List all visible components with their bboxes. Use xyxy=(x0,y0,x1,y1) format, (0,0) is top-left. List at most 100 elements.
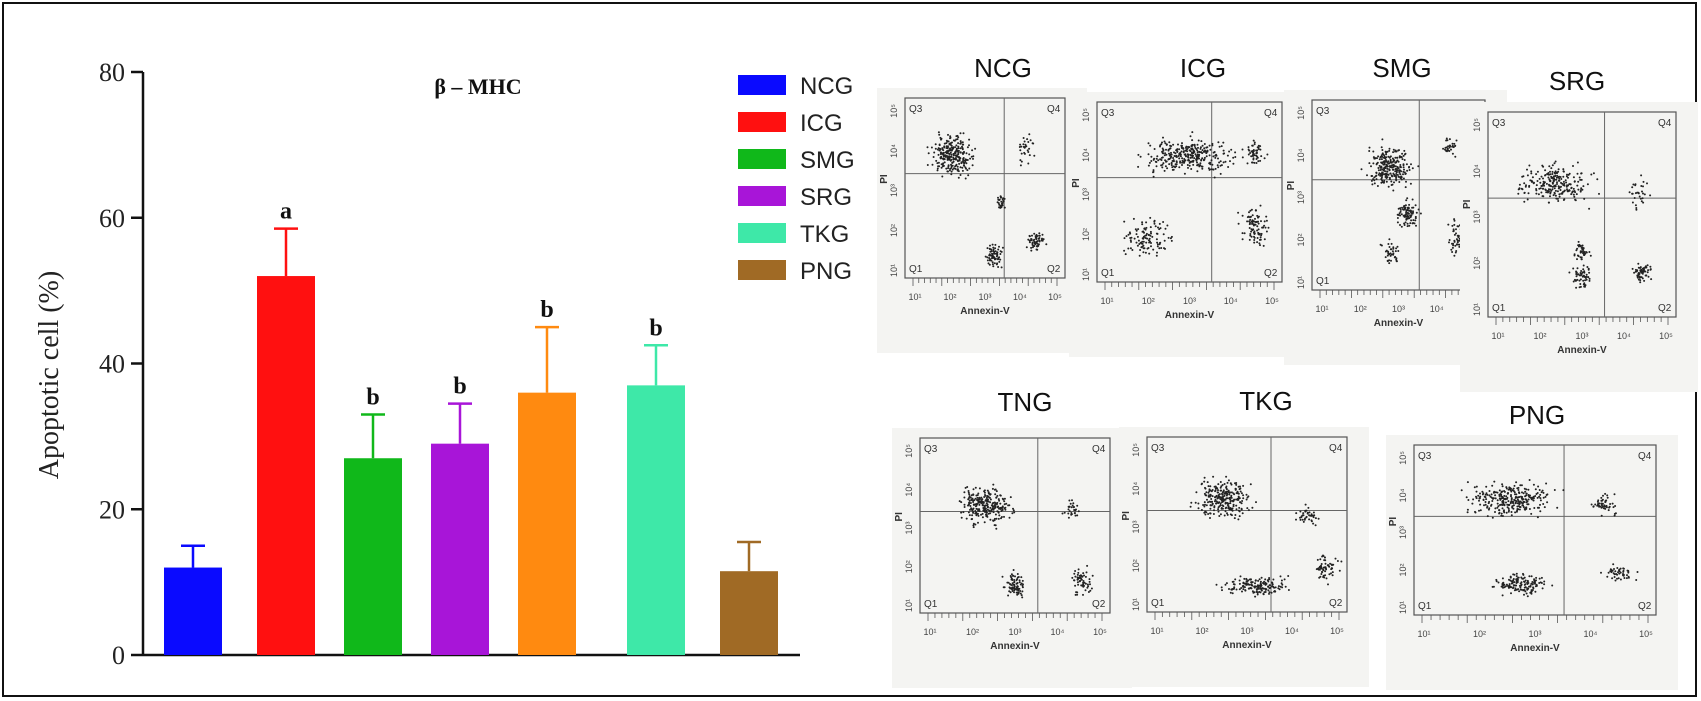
scatter-point xyxy=(1178,148,1181,151)
scatter-point xyxy=(1523,586,1526,589)
scatter-point xyxy=(1509,575,1512,578)
scatter-point xyxy=(1250,581,1253,584)
scatter-point xyxy=(1403,153,1406,156)
scatter-point xyxy=(1148,252,1151,255)
scatter-point xyxy=(1168,163,1171,166)
scatter-point xyxy=(1028,239,1031,242)
scatter-point xyxy=(1388,168,1391,171)
scatter-point xyxy=(1521,502,1524,505)
x-tick-label: 10⁴ xyxy=(1584,629,1598,639)
scatter-point xyxy=(1506,496,1509,499)
scatter-point xyxy=(1556,506,1559,509)
scatter-point xyxy=(1225,486,1228,489)
scatter-point xyxy=(1380,158,1383,161)
scatter-point xyxy=(1493,480,1496,483)
scatter-point xyxy=(1499,493,1502,495)
scatter-point xyxy=(1552,194,1555,197)
scatter-point xyxy=(991,243,994,246)
scatter-point xyxy=(989,493,992,496)
flow-plot-box xyxy=(919,437,1111,614)
scatter-point xyxy=(1260,589,1263,592)
scatter-point xyxy=(1207,513,1210,515)
scatter-point xyxy=(1150,160,1153,162)
scatter-point xyxy=(1198,150,1201,153)
scatter-point xyxy=(1325,577,1328,580)
legend-label: TKG xyxy=(800,221,849,248)
y-tick-label: 10⁵ xyxy=(1131,443,1141,457)
scatter-point xyxy=(1545,191,1548,194)
scatter-point xyxy=(976,496,979,499)
scatter-point xyxy=(1582,185,1585,188)
scatter-point xyxy=(1512,507,1515,510)
scatter-point xyxy=(1636,571,1639,573)
scatter-point xyxy=(1403,222,1406,225)
scatter-point xyxy=(983,496,986,498)
scatter-point xyxy=(1256,149,1259,152)
scatter-point xyxy=(1391,157,1394,160)
scatter-point xyxy=(1644,270,1647,273)
scatter-point xyxy=(1606,496,1609,499)
scatter-point xyxy=(1622,567,1625,570)
y-tick-label: 10⁵ xyxy=(1398,451,1408,465)
scatter-point xyxy=(1258,232,1261,235)
scatter-point xyxy=(1562,180,1565,183)
scatter-point xyxy=(1527,192,1530,195)
scatter-point xyxy=(1074,584,1077,587)
flow-y-axis-title: PI xyxy=(894,512,905,522)
scatter-point xyxy=(1623,577,1626,579)
scatter-point xyxy=(930,146,933,149)
scatter-point xyxy=(1240,587,1243,589)
scatter-point xyxy=(1170,235,1173,238)
scatter-point xyxy=(957,149,960,152)
scatter-point xyxy=(1147,164,1150,167)
scatter-point xyxy=(1557,200,1560,202)
scatter-point xyxy=(1585,251,1588,254)
scatter-point xyxy=(1538,495,1541,498)
flow-panel-title: PNG xyxy=(1509,400,1565,430)
scatter-point xyxy=(1318,568,1321,571)
scatter-point xyxy=(1148,161,1151,164)
scatter-point xyxy=(1502,499,1505,502)
scatter-point xyxy=(1232,580,1235,583)
scatter-point xyxy=(1559,176,1562,178)
scatter-point xyxy=(964,177,967,180)
scatter-point xyxy=(1076,591,1079,594)
scatter-point xyxy=(1501,490,1504,493)
scatter-point xyxy=(1247,583,1250,586)
scatter-point xyxy=(1475,485,1478,488)
scatter-point xyxy=(1137,239,1140,242)
scatter-point xyxy=(1509,489,1512,492)
scatter-point xyxy=(1036,248,1039,251)
flow-panel-title: SMG xyxy=(1372,53,1431,83)
scatter-point xyxy=(1524,495,1527,498)
scatter-point xyxy=(1553,162,1556,165)
scatter-point xyxy=(984,499,987,502)
scatter-point xyxy=(1445,149,1448,152)
scatter-point xyxy=(1155,232,1158,235)
scatter-point xyxy=(1530,512,1533,515)
scatter-point xyxy=(1538,187,1541,190)
scatter-point xyxy=(1588,277,1591,280)
scatter-point xyxy=(1376,157,1378,160)
scatter-point xyxy=(1190,168,1193,170)
scatter-point xyxy=(977,521,979,524)
scatter-point xyxy=(946,146,949,149)
scatter-point xyxy=(1253,230,1256,233)
scatter-point xyxy=(1230,514,1233,517)
scatter-point xyxy=(1160,247,1163,249)
scatter-point xyxy=(1614,505,1617,507)
scatter-point xyxy=(1406,211,1409,214)
scatter-point xyxy=(1508,509,1510,512)
scatter-point xyxy=(1496,502,1499,505)
scatter-point xyxy=(1210,168,1213,171)
scatter-point xyxy=(949,135,952,138)
scatter-point xyxy=(1579,283,1582,285)
scatter-point xyxy=(1295,512,1298,515)
scatter-point xyxy=(1212,513,1215,515)
scatter-point xyxy=(1021,590,1024,593)
scatter-point xyxy=(997,498,1000,501)
scatter-point xyxy=(1543,583,1546,586)
scatter-point xyxy=(1631,186,1634,189)
